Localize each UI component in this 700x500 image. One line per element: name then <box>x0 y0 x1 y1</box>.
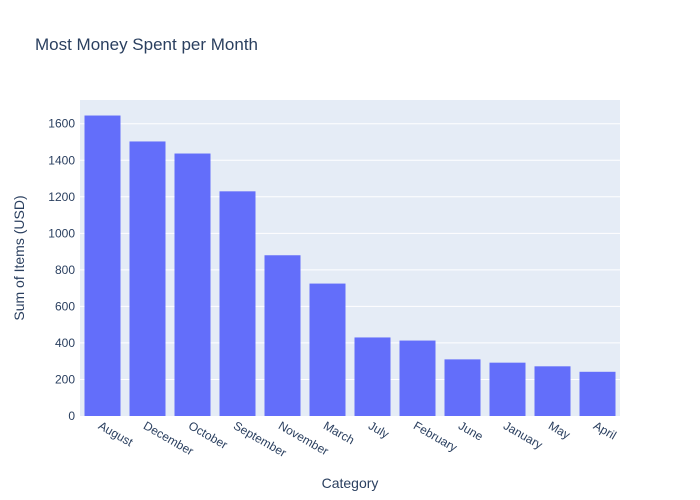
bar-december[interactable] <box>129 141 166 417</box>
bar-july[interactable] <box>354 337 391 416</box>
bar-january[interactable] <box>489 362 526 416</box>
y-tick-label: 1400 <box>48 153 75 167</box>
y-tick-label: 800 <box>55 263 75 277</box>
x-axis-title: Category <box>322 475 379 491</box>
y-tick-label: 1200 <box>48 190 75 204</box>
chart-title: Most Money Spent per Month <box>35 35 258 54</box>
bar-august[interactable] <box>84 115 121 417</box>
y-tick-label: 1600 <box>48 117 75 131</box>
plot-area <box>80 100 620 416</box>
bar-may[interactable] <box>534 366 571 416</box>
bar-september[interactable] <box>219 191 256 416</box>
y-tick-label: 400 <box>55 336 75 350</box>
y-axis-title: Sum of Items (USD) <box>11 195 27 320</box>
y-tick-label: 600 <box>55 299 75 313</box>
bars <box>84 115 616 417</box>
bar-june[interactable] <box>444 359 481 416</box>
bar-april[interactable] <box>579 371 616 416</box>
bar-february[interactable] <box>399 340 436 416</box>
bar-march[interactable] <box>309 283 346 416</box>
grid-lines <box>80 123 620 380</box>
y-tick-label: 0 <box>68 409 75 423</box>
y-tick-label: 1000 <box>48 226 75 240</box>
y-axis-ticks: 0 200 400 600 800 1000 1200 1400 1600 <box>48 117 75 423</box>
y-tick-label: 200 <box>55 372 75 386</box>
bar-october[interactable] <box>174 153 211 416</box>
bar-november[interactable] <box>264 255 301 416</box>
